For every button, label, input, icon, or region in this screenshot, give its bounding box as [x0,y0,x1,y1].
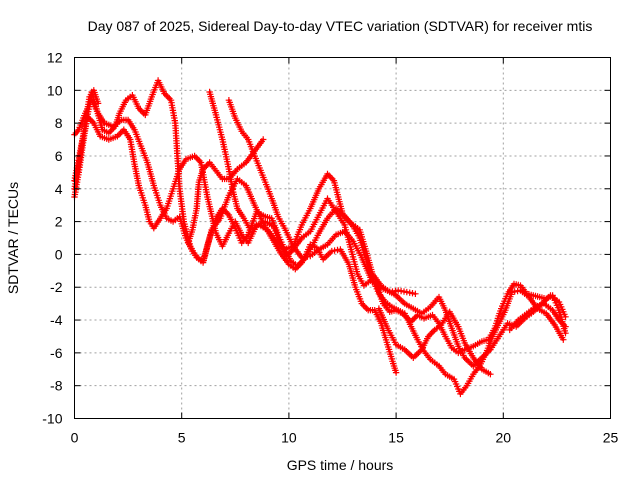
grid-layer [75,58,611,419]
y-tick-label: 10 [47,82,63,98]
x-axis-label: GPS time / hours [287,457,394,473]
y-tick-label: 12 [47,50,63,66]
y-tick-label: -10 [42,411,62,427]
y-tick-label: -6 [50,345,63,361]
x-tick-label: 15 [388,430,404,446]
y-tick-label: 4 [55,181,63,197]
y-tick-label: 2 [55,214,63,230]
x-tick-label: 25 [603,430,619,446]
y-tick-label: -2 [50,279,63,295]
chart: Day 087 of 2025, Sidereal Day-to-day VTE… [0,0,640,480]
y-tick-label: 8 [55,115,63,131]
y-tick-label: -8 [50,378,63,394]
data-layer [71,77,568,397]
data-series [71,87,101,192]
x-tick-label: 5 [178,430,186,446]
x-tick-label: 20 [496,430,512,446]
x-tick-label: 10 [281,430,297,446]
chart-title: Day 087 of 2025, Sidereal Day-to-day VTE… [88,18,593,34]
series-line [75,117,566,353]
plot-frame [75,58,611,419]
series-markers [71,87,101,192]
y-tick-label: 6 [55,148,63,164]
y-tick-label: -4 [50,312,63,328]
y-axis-label: SDTVAR / TECUs [5,182,21,294]
x-tick-label: 0 [71,430,79,446]
y-tick-label: 0 [55,246,63,262]
